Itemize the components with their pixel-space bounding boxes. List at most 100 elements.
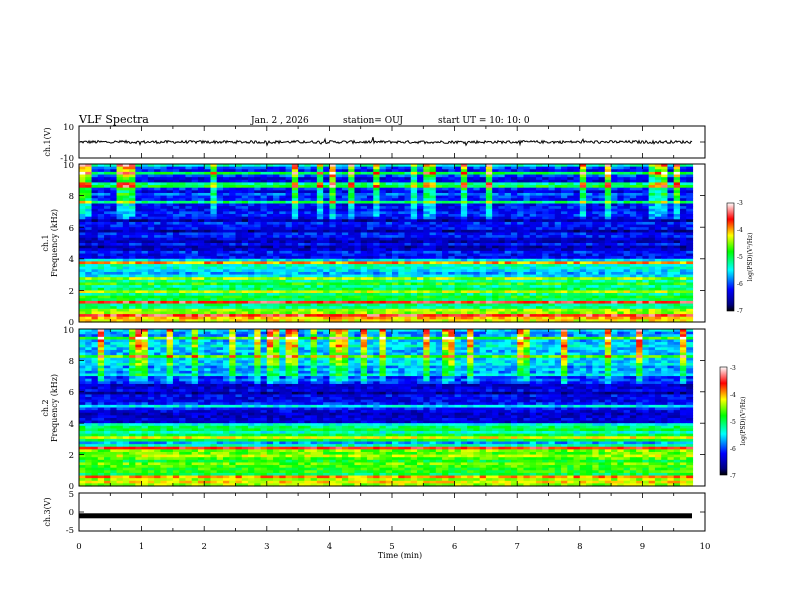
spectrogram-cell (661, 243, 669, 247)
spectrogram-cell (254, 269, 262, 273)
spectrogram-cell (554, 200, 562, 205)
spectrogram-cell (179, 271, 187, 276)
spectrogram-cell (348, 269, 356, 273)
spectrogram-cell (335, 271, 343, 276)
spectrogram-cell (598, 243, 606, 247)
spectrogram-cell (410, 269, 418, 273)
spectrogram-cell (554, 227, 562, 231)
spectrogram-cell (460, 208, 468, 212)
spectrogram-cell (273, 229, 280, 234)
spectrogram-cell (116, 258, 124, 263)
spectrogram-cell (291, 216, 299, 220)
spectrogram-cell (79, 240, 86, 244)
spectrogram-cell (654, 179, 662, 184)
spectrogram-cell (316, 290, 324, 294)
spectrogram-cell (216, 274, 224, 278)
spectrogram-cell (686, 277, 694, 281)
spectrogram-cell (498, 258, 506, 263)
spectrogram-cell (341, 293, 349, 297)
spectrogram-cell (360, 166, 368, 170)
spectrogram-cell (191, 214, 199, 218)
spectrogram-cell (291, 237, 299, 241)
spectrogram-cell (110, 174, 118, 178)
spectrogram-cell (97, 287, 105, 291)
spectrogram-cell (460, 279, 468, 284)
spectrogram-cell (373, 169, 381, 173)
spectrogram-cell (179, 200, 187, 205)
spectrogram-cell (341, 214, 349, 218)
spectrogram-cell (410, 240, 418, 244)
spectrogram-cell (404, 164, 412, 168)
spectrogram-cell (304, 261, 312, 265)
spectrogram-cell (210, 266, 218, 270)
spectrogram-cell (141, 174, 149, 178)
spectrogram-cell (366, 277, 374, 281)
spectrogram-cell (366, 258, 374, 263)
spectrogram-cell (191, 198, 199, 202)
spectrogram-cell (304, 224, 312, 228)
spectrogram-cell (392, 229, 399, 234)
spectrogram-cell (122, 198, 130, 202)
spectrogram-cell (179, 277, 187, 281)
spectrogram-cell (248, 229, 255, 234)
spectrogram-cell (366, 216, 374, 220)
spectrogram-cell (498, 266, 506, 270)
spectrogram-cell (129, 211, 136, 215)
spectrogram-cell (216, 179, 224, 184)
spectrogram-cell (554, 174, 562, 178)
spectrogram-cell (410, 227, 418, 231)
spectrogram-cell (116, 177, 124, 181)
spectrogram-cell (654, 164, 662, 168)
spectrogram-cell (617, 269, 625, 273)
spectrogram-cell (542, 206, 550, 210)
spectrogram-cell (642, 235, 650, 239)
spectrogram-cell (235, 264, 243, 268)
spectrogram-cell (222, 282, 230, 286)
spectrogram-cell (548, 285, 556, 289)
spectrogram-cell (172, 171, 180, 176)
spectrogram-cell (654, 169, 662, 173)
spectrogram-cell (79, 224, 86, 228)
spectrogram-cell (154, 243, 161, 247)
spectrogram-cell (197, 224, 205, 228)
spectrogram-cell (354, 293, 362, 297)
spectrogram-cell (623, 293, 631, 297)
spectrogram-cell (366, 279, 374, 284)
spectrogram-cell (535, 216, 543, 220)
spectrogram-cell (573, 285, 581, 289)
spectrogram-cell (435, 240, 443, 244)
spectrogram-cell (679, 232, 687, 236)
spectrogram-cell (329, 198, 337, 202)
spectrogram-cell (586, 174, 593, 178)
spectrogram-cell (492, 198, 500, 202)
spectrogram-cell (329, 206, 337, 210)
spectrogram-cell (611, 171, 618, 176)
spectrogram-cell (529, 169, 537, 173)
spectrogram-cell (116, 214, 124, 218)
spectrogram-cell (147, 295, 155, 299)
spectrogram-cell (561, 169, 568, 173)
spectrogram-cell (298, 187, 305, 191)
spectrogram-cell (404, 245, 412, 249)
spectrogram-cell (266, 224, 274, 228)
spectrogram-cell (273, 256, 280, 260)
spectrogram-cell (204, 164, 212, 168)
spectrogram-cell (285, 179, 293, 184)
spectrogram-cell (79, 179, 86, 184)
spectrogram-cell (479, 211, 487, 215)
spectrogram-cell (97, 198, 105, 202)
spectrogram-cell (304, 295, 312, 299)
spectrogram-cell (417, 245, 424, 249)
spectrogram-cell (298, 224, 305, 228)
spectrogram-cell (279, 240, 287, 244)
spectrogram-cell (629, 166, 637, 170)
spectrogram-cell (291, 266, 299, 270)
spectrogram-cell (348, 282, 356, 286)
spectrogram-cell (323, 274, 330, 278)
spectrogram-cell (385, 277, 393, 281)
spectrogram-cell (266, 237, 274, 241)
spectrogram-cell (323, 229, 330, 234)
spectrogram-cell (642, 192, 650, 197)
spectrogram-cell (329, 271, 337, 276)
spectrogram-cell (661, 206, 669, 210)
